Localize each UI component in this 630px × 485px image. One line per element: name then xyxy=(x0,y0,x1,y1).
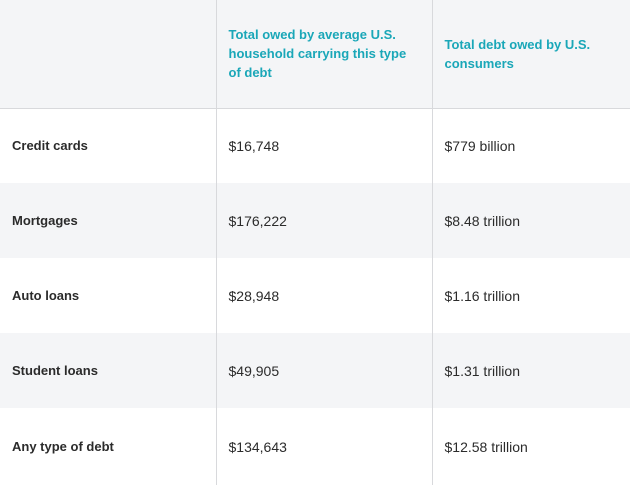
row-label: Student loans xyxy=(0,333,216,408)
table-row: Student loans $49,905 $1.31 trillion xyxy=(0,333,630,408)
row-label: Auto loans xyxy=(0,258,216,333)
row-label: Mortgages xyxy=(0,183,216,258)
header-row: Total owed by average U.S. household car… xyxy=(0,0,630,109)
total-debt-value: $1.31 trillion xyxy=(432,333,630,408)
header-cell-category xyxy=(0,0,216,109)
total-debt-value: $12.58 trillion xyxy=(432,408,630,485)
total-debt-value: $8.48 trillion xyxy=(432,183,630,258)
row-label: Credit cards xyxy=(0,108,216,183)
table-row: Credit cards $16,748 $779 billion xyxy=(0,108,630,183)
table-header: Total owed by average U.S. household car… xyxy=(0,0,630,109)
household-debt-value: $176,222 xyxy=(215,183,433,258)
total-debt-value: $1.16 trillion xyxy=(432,258,630,333)
table-body: Credit cards $16,748 $779 billion Mortga… xyxy=(0,108,630,485)
table-row: Mortgages $176,222 $8.48 trillion xyxy=(0,183,630,258)
household-debt-value: $28,948 xyxy=(215,258,433,333)
header-cell-household: Total owed by average U.S. household car… xyxy=(215,0,433,109)
table-row: Any type of debt $134,643 $12.58 trillio… xyxy=(0,408,630,485)
total-debt-value: $779 billion xyxy=(432,108,630,183)
header-cell-total: Total debt owed by U.S. consumers xyxy=(432,0,630,109)
table-row: Auto loans $28,948 $1.16 trillion xyxy=(0,258,630,333)
household-debt-value: $134,643 xyxy=(215,408,433,485)
header-total-label: Total debt owed by U.S. consumers xyxy=(444,36,591,71)
household-debt-value: $49,905 xyxy=(215,333,433,408)
household-debt-value: $16,748 xyxy=(215,108,433,183)
header-household-label: Total owed by average U.S. household car… xyxy=(228,27,407,81)
row-label: Any type of debt xyxy=(0,408,216,485)
